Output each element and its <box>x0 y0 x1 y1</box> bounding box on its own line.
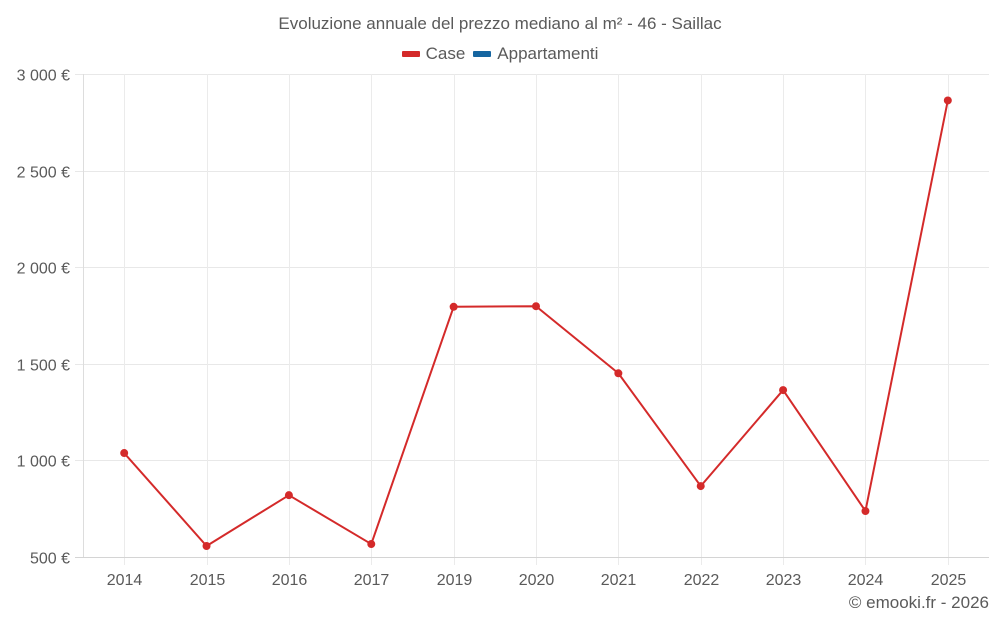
data-point-marker[interactable] <box>449 302 458 311</box>
y-tick-label: 2 500 € <box>17 165 70 182</box>
x-tick-label: 2022 <box>684 572 720 589</box>
x-tick-label: 2015 <box>190 572 226 589</box>
chart-legend: Case Appartamenti <box>0 44 1000 64</box>
data-point-marker[interactable] <box>202 541 211 550</box>
data-point-marker[interactable] <box>943 96 952 105</box>
data-point-marker[interactable] <box>696 482 705 491</box>
legend-swatch-appartamenti <box>473 51 492 57</box>
y-gridlines <box>75 74 989 461</box>
x-tick-label: 2019 <box>437 572 473 589</box>
data-point-marker[interactable] <box>532 302 540 311</box>
data-point-marker[interactable] <box>367 540 376 549</box>
x-axis-labels: 2014 2015 2016 2017 2019 2020 2021 2022 2023 2024… <box>107 572 967 589</box>
x-tick-label: 2017 <box>354 572 390 589</box>
axes <box>75 74 989 558</box>
x-tick-label: 2020 <box>519 572 555 589</box>
x-tick-label: 2016 <box>272 572 308 589</box>
y-tick-label: 1 500 € <box>17 358 70 375</box>
y-tick-label: 500 € <box>30 551 70 568</box>
legend-swatch-case <box>401 51 420 57</box>
data-point-marker[interactable] <box>861 507 870 516</box>
data-point-marker[interactable] <box>284 491 293 500</box>
x-tick-label: 2014 <box>107 572 143 589</box>
x-gridlines <box>124 74 949 565</box>
y-axis-labels: 500 € 1 000 € 1 500 € 2 000 € 2 500 € 3 000 € <box>17 68 70 568</box>
data-point-marker[interactable] <box>120 449 129 458</box>
y-tick-label: 1 000 € <box>17 454 70 471</box>
y-tick-label: 2 000 € <box>17 261 70 278</box>
x-tick-label: 2023 <box>766 572 802 589</box>
data-point-marker[interactable] <box>779 386 788 395</box>
x-tick-label: 2025 <box>931 572 967 589</box>
chart-title: Evoluzione annuale del prezzo mediano al… <box>278 14 722 33</box>
x-tick-label: 2021 <box>601 572 637 589</box>
credits-text[interactable]: © emooki.fr - 2026 <box>848 593 989 612</box>
legend-item-case[interactable]: Case <box>401 44 466 64</box>
legend-label-appartamenti: Appartamenti <box>497 44 599 63</box>
y-tick-label: 3 000 € <box>17 68 70 85</box>
data-point-marker[interactable] <box>614 369 623 378</box>
x-tick-label: 2024 <box>848 572 884 589</box>
legend-item-appartamenti[interactable]: Appartamenti <box>473 44 598 64</box>
series-case <box>120 96 952 550</box>
legend-label-case: Case <box>425 44 466 63</box>
